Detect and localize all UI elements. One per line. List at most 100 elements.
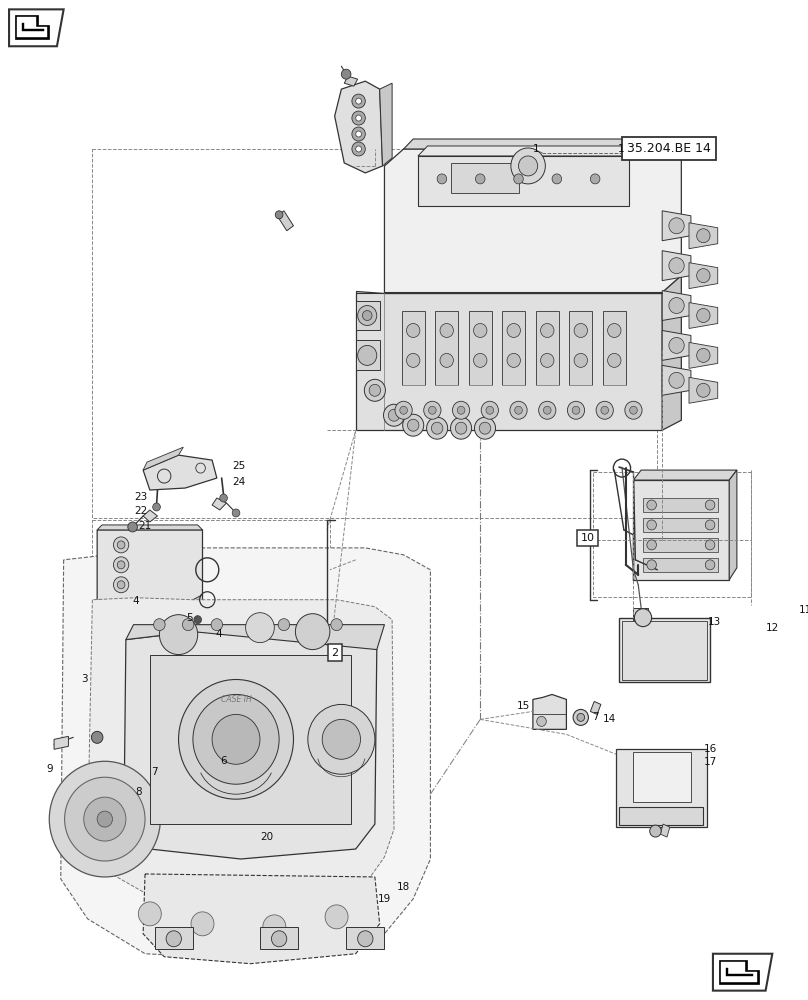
Circle shape [567,401,585,419]
Circle shape [162,673,175,686]
Circle shape [457,406,465,414]
Polygon shape [633,480,729,580]
Polygon shape [660,824,670,837]
Polygon shape [643,518,718,532]
Polygon shape [643,558,718,572]
Circle shape [669,372,684,388]
Circle shape [352,142,365,156]
Circle shape [696,309,710,322]
Circle shape [358,931,373,947]
Polygon shape [15,15,49,39]
Text: 35.204.BE 14: 35.204.BE 14 [627,142,711,155]
Polygon shape [622,621,707,680]
Circle shape [647,560,656,570]
Polygon shape [356,340,380,370]
Circle shape [669,258,684,274]
Circle shape [330,619,343,631]
Circle shape [507,323,520,337]
Circle shape [669,298,684,314]
Polygon shape [663,211,691,241]
Polygon shape [418,146,638,156]
Circle shape [166,677,172,682]
Polygon shape [689,342,718,368]
Polygon shape [570,311,592,385]
Circle shape [84,797,126,841]
Polygon shape [469,311,492,385]
Polygon shape [633,470,737,480]
Circle shape [591,174,600,184]
Text: 4: 4 [133,596,139,606]
Circle shape [395,401,412,419]
Circle shape [572,406,580,414]
Circle shape [596,401,613,419]
Circle shape [117,541,125,549]
Polygon shape [61,548,431,959]
Polygon shape [503,311,525,385]
Circle shape [384,404,405,426]
Circle shape [437,174,447,184]
Circle shape [705,540,715,550]
Polygon shape [344,76,358,86]
Text: 18: 18 [397,882,410,892]
Circle shape [647,500,656,510]
Polygon shape [689,377,718,403]
Text: 16: 16 [704,744,717,754]
Circle shape [159,615,198,655]
Polygon shape [385,149,681,293]
Circle shape [211,619,223,631]
Polygon shape [633,608,648,620]
Circle shape [363,311,372,320]
Circle shape [193,694,279,784]
Circle shape [601,406,608,414]
Circle shape [220,494,227,502]
Circle shape [113,557,128,573]
Circle shape [608,323,621,337]
Polygon shape [124,632,377,859]
Circle shape [271,931,287,947]
Text: 6: 6 [221,756,227,766]
Polygon shape [126,625,385,650]
Polygon shape [713,954,772,991]
Circle shape [232,509,240,517]
Circle shape [278,619,289,631]
Polygon shape [617,749,707,827]
Circle shape [113,577,128,593]
Circle shape [541,323,554,337]
Circle shape [263,915,286,939]
Circle shape [705,560,715,570]
Polygon shape [689,263,718,289]
Polygon shape [402,311,425,385]
Circle shape [406,353,420,367]
Text: 24: 24 [232,477,246,487]
Circle shape [479,422,490,434]
Text: 23: 23 [135,492,148,502]
Polygon shape [346,927,385,949]
Polygon shape [689,223,718,249]
Circle shape [669,337,684,353]
Circle shape [456,422,467,434]
Circle shape [696,348,710,362]
Text: 11: 11 [799,605,808,615]
Circle shape [473,323,487,337]
Polygon shape [721,962,757,982]
Polygon shape [105,689,136,719]
Polygon shape [356,301,380,330]
Circle shape [705,500,715,510]
Circle shape [194,616,201,624]
Text: 4: 4 [216,629,222,639]
Circle shape [696,383,710,397]
Circle shape [514,174,524,184]
Circle shape [475,174,485,184]
Circle shape [519,156,537,176]
Circle shape [427,417,448,439]
Circle shape [389,409,400,421]
Circle shape [356,98,361,104]
Circle shape [573,709,588,725]
Polygon shape [195,668,224,702]
Circle shape [65,777,145,861]
Text: 5: 5 [186,613,192,623]
Polygon shape [356,291,663,430]
Circle shape [482,401,499,419]
Polygon shape [726,968,753,976]
Text: 9: 9 [46,764,53,774]
